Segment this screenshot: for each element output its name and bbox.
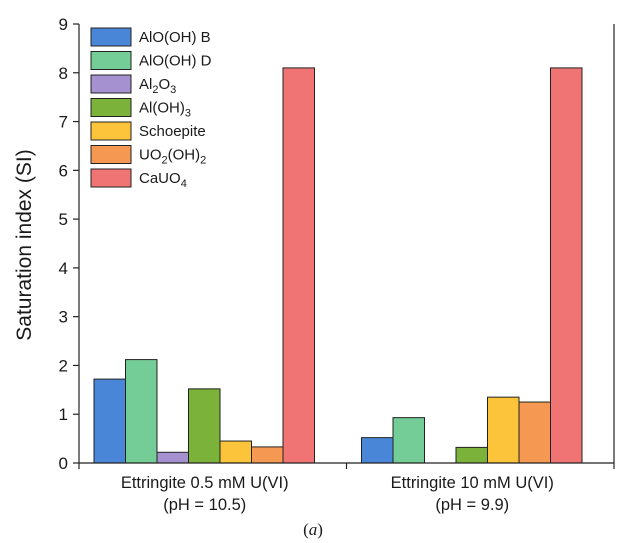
bar-1-cat-2: [361, 437, 394, 464]
y-tick-label: 1: [59, 405, 68, 424]
legend-swatch-6: [90, 145, 132, 164]
category-label-line1: Ettringite 10 mM U(VI): [391, 474, 554, 492]
category-label-line2: (pH = 10.5): [163, 496, 246, 514]
bar-3-cat-1: [156, 451, 189, 464]
legend-label-4: Al(OH)3​: [139, 100, 191, 120]
y-tick-label: 6: [59, 161, 68, 180]
y-tick-label: 8: [59, 64, 68, 83]
bar-7-cat-2: [550, 67, 583, 464]
y-tick-label: 0: [59, 454, 68, 473]
legend-swatch-7: [90, 168, 132, 188]
y-tick-label: 9: [59, 15, 68, 34]
bar-7-cat-1: [282, 67, 315, 464]
bar-5-cat-1: [219, 440, 252, 464]
category-label-line2: (pH = 9.9): [435, 496, 509, 514]
bar-5-cat-2: [487, 396, 520, 464]
bar-2-cat-2: [392, 417, 425, 464]
y-tick-label: 2: [59, 356, 68, 375]
category-label-line1: Ettringite 0.5 mM U(VI): [121, 474, 289, 492]
y-tick-label: 5: [59, 210, 68, 229]
legend-label-6: UO2​(OH)2​: [139, 147, 206, 167]
legend-swatch-4: [90, 98, 132, 117]
legend-swatch-1: [90, 27, 132, 47]
bar-4-cat-1: [188, 388, 221, 464]
legend-swatch-5: [90, 121, 132, 141]
legend-label-2: AlO(OH) D: [139, 53, 212, 70]
legend-swatch-3: [90, 74, 132, 94]
legend-swatch-2: [90, 51, 132, 70]
y-tick-label: 3: [59, 308, 68, 327]
y-axis-label: Saturation index (SI): [13, 149, 36, 340]
legend-label-1: AlO(OH) B: [139, 29, 211, 46]
bar-4-cat-2: [455, 446, 488, 464]
figure-caption: (a): [303, 520, 323, 539]
legend-label-5: Schoepite: [139, 123, 206, 140]
bars-layer: [93, 67, 583, 464]
bar-1-cat-1: [93, 378, 126, 464]
y-tick-label: 4: [59, 259, 68, 278]
bar-6-cat-1: [251, 446, 284, 464]
bar-6-cat-2: [518, 401, 551, 464]
legend-label-3: Al2​O3​: [139, 76, 176, 96]
y-tick-label: 7: [59, 113, 68, 132]
bar-2-cat-1: [125, 359, 158, 464]
axes-layer: 0 1 2 3 4 5 6 7 8 9 Ettringite 0.5 mM U(VI) (pH = 1…: [59, 15, 615, 514]
legend: AlO(OH) B AlO(OH) D Al2​O3​ Al(OH)3​ Schoepi…: [90, 27, 212, 190]
legend-label-7: CaUO4​: [139, 170, 187, 190]
